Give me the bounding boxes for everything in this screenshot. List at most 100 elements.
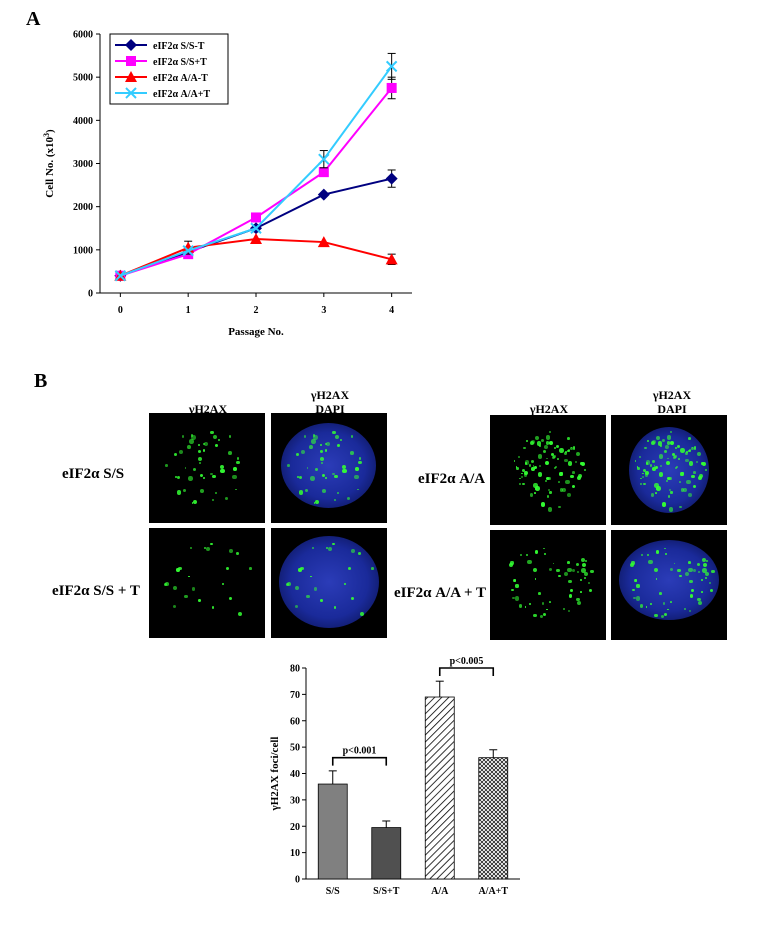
legend-entry: eIF2α S/S+T [115, 56, 207, 68]
foci-dot [564, 572, 569, 577]
foci-dot [197, 457, 203, 462]
foci-dot [513, 579, 517, 582]
foci-dot [525, 439, 529, 443]
line-chart-axes: 0 1000 2000 3000 4000 5000 6000 0 1 2 3 4 Passage No… [42, 30, 412, 338]
foci-dot [537, 471, 543, 477]
foci-dot [589, 569, 594, 574]
foci-dot [570, 589, 573, 591]
foci-dot [552, 562, 555, 565]
foci-dot [529, 602, 532, 605]
foci-dot [678, 458, 680, 461]
series-line [120, 87, 393, 277]
foci-dot [210, 430, 214, 435]
data-point [251, 212, 261, 223]
y-axis-label-exponent: 3 [42, 133, 51, 137]
foci-dot [547, 495, 550, 498]
foci-dot [575, 452, 580, 457]
foci-dot [680, 472, 684, 476]
foci-dot [518, 482, 522, 486]
legend-marker [126, 56, 136, 66]
foci-dot [651, 440, 656, 445]
foci-dot [567, 561, 570, 564]
data-point [318, 153, 330, 165]
p-value-label: p<0.005 [450, 656, 484, 667]
foci-dot [562, 608, 565, 611]
foci-dot [184, 594, 188, 599]
foci-dot [314, 500, 319, 505]
data-point [385, 253, 398, 265]
foci-dot [645, 462, 649, 465]
foci-dot [548, 601, 551, 604]
foci-dot [192, 500, 197, 505]
foci-dot [581, 462, 586, 467]
foci-dot [558, 506, 561, 509]
foci-dot [548, 567, 553, 571]
foci-dot [319, 457, 325, 462]
foci-dot [557, 458, 559, 461]
foci-dot [523, 473, 528, 478]
foci-dot [691, 474, 696, 479]
foci-dot [568, 594, 573, 598]
foci-dot [585, 560, 588, 563]
foci-dot [534, 435, 539, 440]
significance-bracket: p<0.005 [438, 656, 495, 676]
foci-dot [236, 460, 241, 465]
foci-dot [175, 475, 178, 478]
foci-dot [641, 553, 644, 557]
foci-dot [515, 466, 518, 468]
foci-dot [553, 446, 556, 449]
foci-dot [654, 466, 658, 469]
foci-dot [217, 438, 220, 442]
data-point [385, 60, 398, 73]
foci-dot [576, 570, 580, 574]
x-tick-label: 4 [389, 305, 394, 316]
foci-dot [575, 562, 579, 566]
foci-dot [538, 444, 542, 448]
foci-dot [658, 471, 664, 477]
foci-dot [198, 450, 202, 454]
micrograph-aa-t-merge [611, 530, 727, 640]
foci-dot [648, 559, 653, 565]
foci-dot [638, 456, 641, 459]
foci-dot [228, 435, 232, 439]
y-tick-label: 6000 [73, 30, 93, 41]
col-header-merge-right: γH2AX DAPI [652, 388, 692, 416]
foci-dot [661, 502, 667, 507]
row-label-aa: eIF2α A/A [418, 471, 486, 487]
foci-dot [287, 463, 291, 467]
foci-dot [644, 446, 647, 450]
foci-dot [176, 475, 180, 480]
foci-dot [188, 476, 193, 481]
foci-dot [202, 443, 205, 446]
foci-dot [313, 587, 318, 591]
bar [424, 696, 455, 880]
foci-dot [511, 588, 515, 592]
foci-dot [704, 469, 707, 472]
foci-dot [584, 576, 586, 579]
foci-dot [524, 606, 527, 608]
foci-dot [650, 602, 653, 605]
foci-dot [691, 589, 694, 591]
foci-dot [689, 594, 694, 598]
foci-dot [572, 445, 576, 449]
line-chart: 0 1000 2000 3000 4000 5000 6000 0 1 2 3 4 Passage No… [42, 30, 412, 338]
foci-dot [575, 597, 580, 602]
foci-dot [654, 483, 659, 488]
error-bar [489, 749, 498, 758]
foci-dot [559, 472, 563, 476]
y-tick-label: 1000 [73, 245, 93, 256]
p-value-label: p<0.001 [343, 746, 377, 757]
foci-dot [334, 474, 338, 478]
foci-dot [235, 488, 237, 491]
foci-dot [204, 547, 207, 550]
data-point [250, 233, 262, 245]
foci-dot [321, 461, 323, 464]
foci-dot [588, 582, 591, 584]
foci-dot [212, 474, 216, 478]
foci-dot [651, 460, 655, 464]
foci-dot [670, 441, 675, 445]
foci-dot [236, 457, 240, 460]
foci-dot [314, 467, 319, 472]
foci-dot [542, 449, 547, 454]
error-bar [382, 820, 391, 828]
